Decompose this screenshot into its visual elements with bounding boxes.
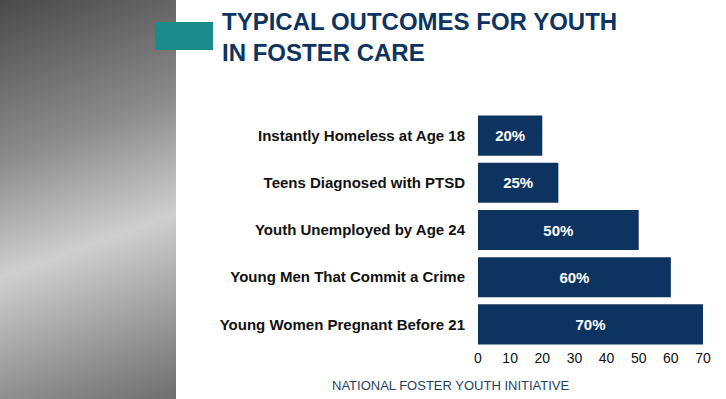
svg-text:30: 30 — [567, 350, 583, 366]
svg-text:Young Women Pregnant Before 21: Young Women Pregnant Before 21 — [220, 316, 465, 333]
svg-text:TYPICAL OUTCOMES FOR YOUTHIN F: TYPICAL OUTCOMES FOR YOUTHIN FOSTER CARE — [222, 8, 617, 66]
svg-text:60%: 60% — [559, 269, 589, 286]
svg-text:70%: 70% — [575, 316, 605, 333]
svg-text:Young Men That Commit a Crime: Young Men That Commit a Crime — [230, 268, 465, 285]
svg-text:NATIONAL FOSTER YOUTH INITIATI: NATIONAL FOSTER YOUTH INITIATIVE — [332, 378, 569, 393]
svg-text:50%: 50% — [543, 222, 573, 239]
svg-text:0: 0 — [474, 350, 482, 366]
svg-text:Youth Unemployed by Age 24: Youth Unemployed by Age 24 — [255, 221, 466, 238]
svg-text:60: 60 — [663, 350, 679, 366]
svg-text:10: 10 — [502, 350, 518, 366]
svg-text:20%: 20% — [495, 127, 525, 144]
svg-text:70: 70 — [695, 350, 711, 366]
svg-text:Instantly Homeless at Age 18: Instantly Homeless at Age 18 — [258, 127, 465, 144]
svg-text:50: 50 — [631, 350, 647, 366]
svg-text:25%: 25% — [503, 174, 533, 191]
svg-text:Teens Diagnosed with PTSD: Teens Diagnosed with PTSD — [264, 174, 466, 191]
svg-text:20: 20 — [535, 350, 551, 366]
svg-text:40: 40 — [599, 350, 615, 366]
